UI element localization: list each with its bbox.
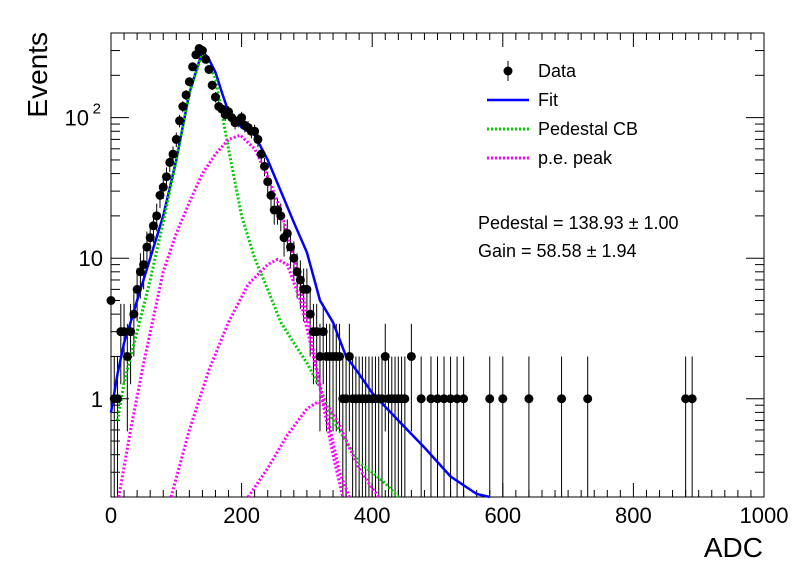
x-tick-label: 400 (354, 503, 391, 528)
x-tick-label: 800 (615, 503, 652, 528)
data-point (406, 351, 416, 361)
data-point (292, 267, 302, 277)
data-point (266, 190, 276, 200)
data-point (485, 394, 495, 404)
data-point (132, 284, 142, 294)
data-point (557, 394, 567, 404)
data-point (295, 275, 305, 285)
data-point (197, 46, 207, 56)
data-point (259, 161, 269, 171)
data-point (341, 394, 351, 404)
data-point (184, 77, 194, 87)
y-axis-label: Events (22, 32, 53, 118)
x-tick-label: 0 (105, 503, 117, 528)
annotation-gain: Gain = 58.58 ± 1.94 (478, 241, 637, 261)
data-point (135, 267, 145, 277)
data-point (175, 116, 185, 126)
data-point (201, 54, 211, 64)
annotation-pedestal: Pedestal = 138.93 ± 1.00 (478, 213, 679, 233)
data-point (210, 92, 220, 102)
curve-pe-peak-4 (246, 400, 380, 498)
data-point (139, 260, 149, 270)
data-point (315, 351, 325, 361)
x-tick-label: 600 (484, 503, 521, 528)
data-point (162, 172, 172, 182)
curve-p-e-peak (117, 133, 345, 498)
data-point (318, 327, 328, 337)
data-point (305, 309, 315, 319)
data-point (122, 351, 132, 361)
y-tick-label-exponent: 2 (93, 101, 101, 118)
y-tick-label: 1 (91, 387, 103, 412)
data-point (687, 394, 697, 404)
data-point (178, 101, 188, 111)
data-point (168, 149, 178, 159)
legend: Data Fit Pedestal CB p.e. peak (487, 61, 638, 168)
data-point (426, 394, 436, 404)
data-point (302, 284, 312, 294)
data-point (113, 394, 123, 404)
data-point (377, 394, 387, 404)
y-tick-label: 10 (79, 246, 103, 271)
data-point (165, 157, 175, 167)
data-point (207, 80, 217, 90)
data-point (400, 394, 410, 404)
data-point (289, 253, 299, 263)
data-point (106, 296, 116, 306)
legend-label-pedestal-cb: Pedestal CB (538, 119, 638, 139)
data-point (282, 228, 292, 238)
data-point (286, 242, 296, 252)
x-tick-label: 1000 (740, 503, 789, 528)
data-point (380, 351, 390, 361)
data-point (129, 309, 139, 319)
y-tick-label: 10 (65, 106, 89, 131)
data-point (276, 211, 286, 221)
data-point (126, 327, 136, 337)
data-point (433, 394, 442, 404)
data-point (253, 134, 263, 144)
data-point (416, 394, 426, 404)
data-points (106, 44, 697, 404)
data-point (524, 394, 534, 404)
data-point (263, 177, 273, 187)
data-point (344, 351, 354, 361)
data-point (459, 394, 469, 404)
data-point (583, 394, 593, 404)
data-point (439, 394, 449, 404)
legend-label-data: Data (538, 61, 577, 81)
legend-label-p-e-peak: p.e. peak (538, 148, 613, 168)
data-point (237, 113, 247, 123)
data-point (181, 90, 191, 100)
data-point (145, 233, 155, 243)
data-point (335, 351, 345, 361)
data-point (148, 221, 158, 231)
legend-label-fit: Fit (538, 90, 558, 110)
data-point (142, 242, 152, 252)
data-point (312, 327, 322, 337)
data-point (158, 182, 168, 192)
data-point (204, 64, 214, 74)
data-point (256, 149, 266, 159)
data-point (188, 62, 198, 72)
curve-pe-peak-3 (169, 257, 351, 498)
data-point (250, 126, 260, 136)
data-point (155, 190, 165, 200)
data-point (498, 394, 508, 404)
legend-marker (503, 66, 513, 76)
data-point (452, 394, 462, 404)
data-point (152, 211, 162, 221)
x-axis-label: ADC (704, 532, 763, 563)
data-point (171, 134, 181, 144)
data-point (681, 394, 691, 404)
data-point (446, 394, 456, 404)
x-tick-label: 200 (223, 503, 260, 528)
data-point (119, 327, 129, 337)
